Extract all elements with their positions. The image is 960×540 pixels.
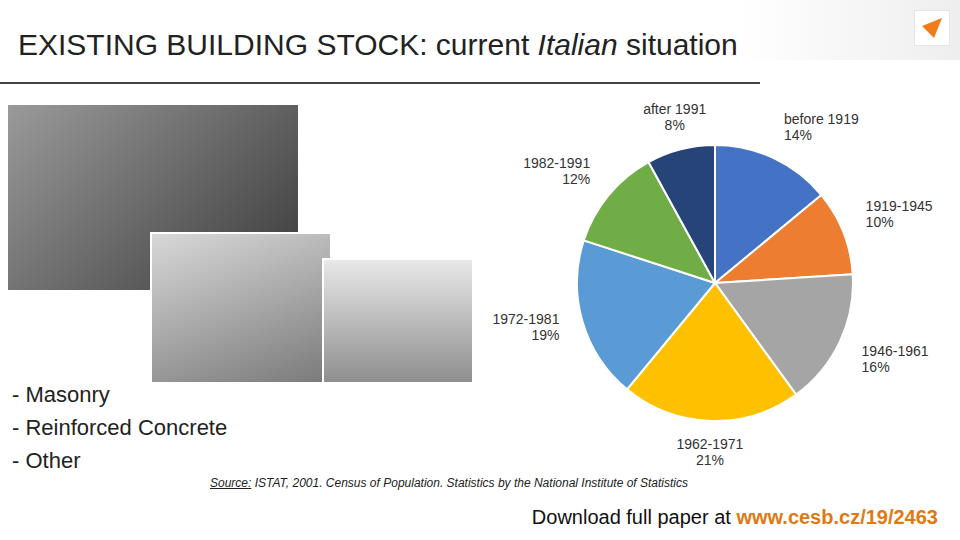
html-text:- Masonry: - Masonry	[12, 382, 110, 407]
html-text:- Reinforced Concrete: - Reinforced Concrete	[12, 415, 228, 440]
svg-text:1982-199112%: 1982-199112%	[523, 154, 590, 186]
svg-text:before 191914%: before 191914%	[784, 111, 859, 143]
svg-text:after 19918%: after 19918%	[643, 101, 706, 133]
html-text:Source: ISTAT, 2001. Census of: Source: ISTAT, 2001. Census of Populatio…	[210, 476, 688, 490]
svg-text:1972-198119%: 1972-198119%	[492, 311, 559, 343]
html-text:Download full paper at www.ces: Download full paper at www.cesb.cz/19/24…	[531, 506, 938, 528]
html-text:- Other: - Other	[12, 448, 81, 473]
svg-text:1919-194510%: 1919-194510%	[866, 198, 933, 230]
svg-text:1962-197121%: 1962-197121%	[676, 436, 743, 468]
svg-text:1946-196116%: 1946-196116%	[862, 343, 929, 375]
html-text:EXISTING BUILDING STOCK: curre: EXISTING BUILDING STOCK: current Italian…	[18, 28, 738, 61]
